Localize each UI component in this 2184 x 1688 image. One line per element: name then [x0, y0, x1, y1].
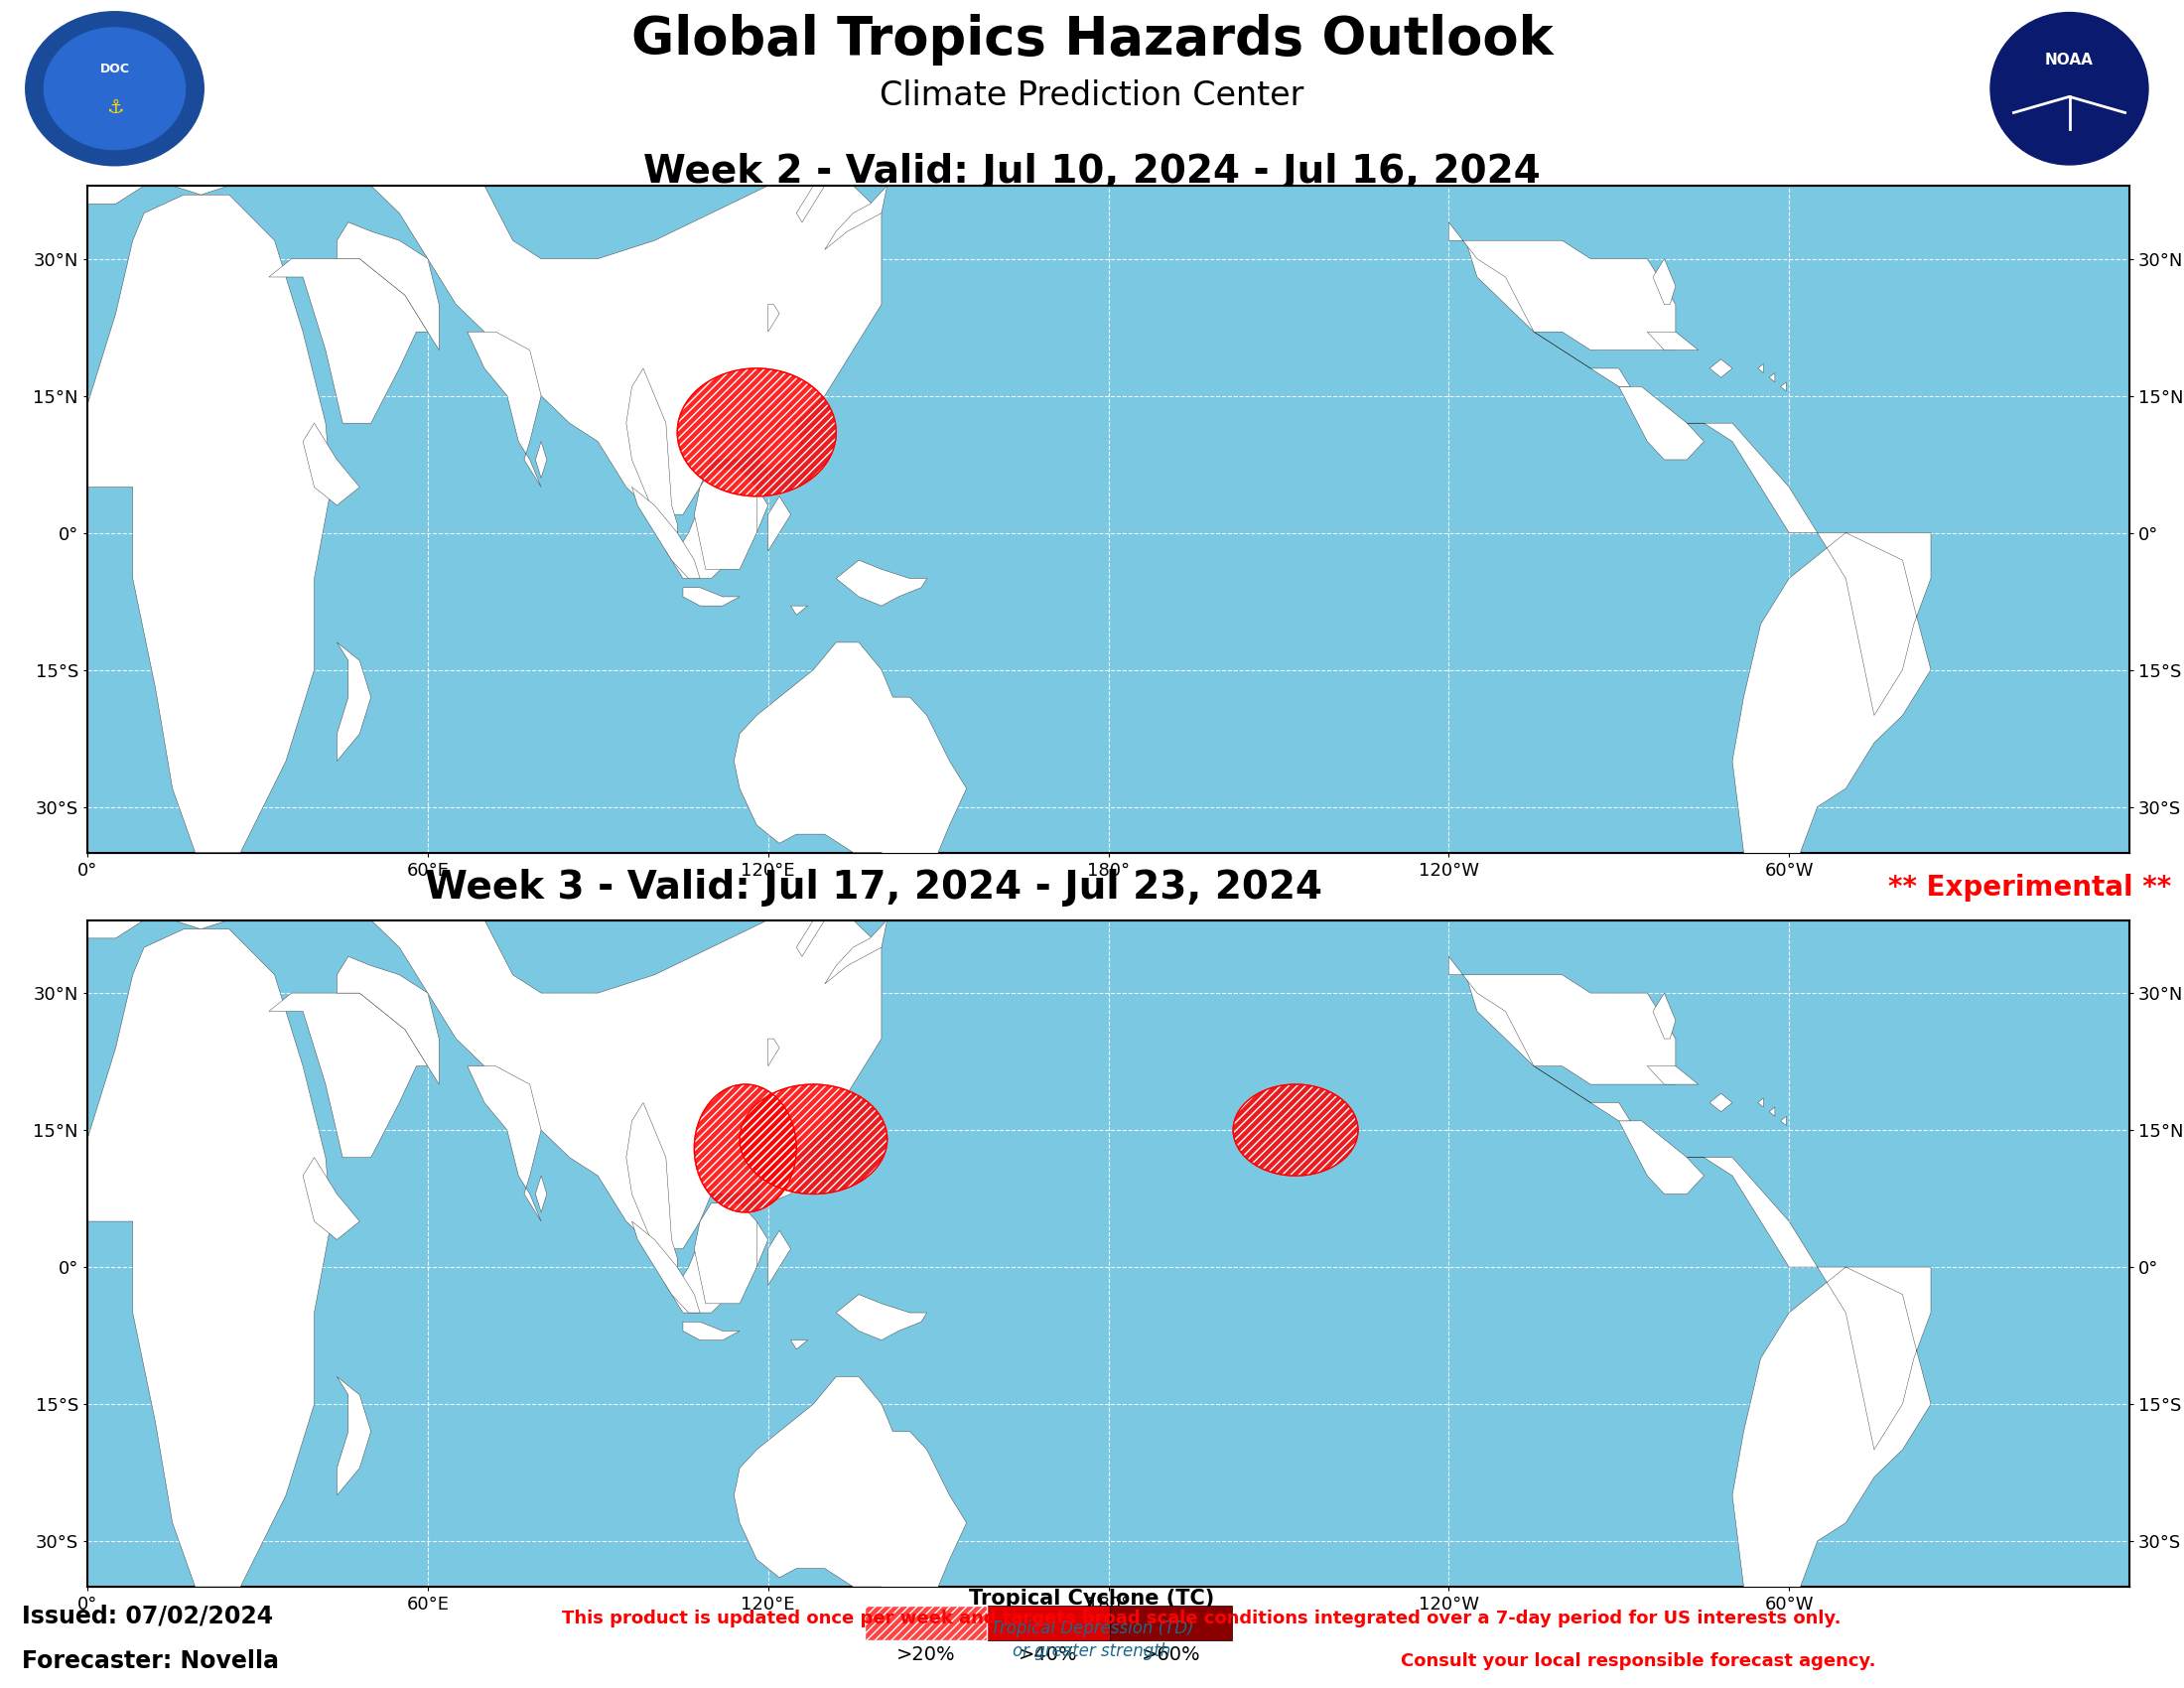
Polygon shape — [882, 122, 911, 159]
Polygon shape — [304, 1158, 360, 1239]
Polygon shape — [797, 920, 826, 957]
Circle shape — [44, 27, 186, 150]
Text: Week 3 - Valid: Jul 17, 2024 - Jul 23, 2024: Week 3 - Valid: Jul 17, 2024 - Jul 23, 2… — [426, 869, 1321, 906]
Polygon shape — [269, 258, 428, 424]
Polygon shape — [836, 560, 926, 606]
Polygon shape — [882, 856, 911, 893]
Polygon shape — [1710, 1094, 1732, 1112]
Text: Consult your local responsible forecast agency.: Consult your local responsible forecast … — [1400, 1653, 1876, 1671]
Polygon shape — [87, 194, 332, 852]
Polygon shape — [756, 405, 802, 469]
Polygon shape — [467, 333, 542, 488]
Text: This product is updated once per week and targets broad scale conditions integra: This product is updated once per week an… — [561, 1609, 1841, 1627]
Polygon shape — [695, 1204, 756, 1303]
Polygon shape — [269, 993, 428, 1158]
Polygon shape — [1769, 1107, 1776, 1116]
Polygon shape — [826, 920, 887, 984]
Text: or greater strength: or greater strength — [1013, 1642, 1171, 1661]
Text: Forecaster: Novella: Forecaster: Novella — [22, 1649, 280, 1673]
Text: >40%: >40% — [1018, 1646, 1079, 1664]
Polygon shape — [695, 469, 756, 569]
Circle shape — [26, 12, 203, 165]
Polygon shape — [1647, 1067, 1699, 1084]
Text: DOC: DOC — [100, 62, 129, 76]
Polygon shape — [1769, 373, 1776, 381]
Polygon shape — [1758, 365, 1762, 373]
Polygon shape — [1618, 1121, 1704, 1193]
Polygon shape — [1653, 258, 1675, 304]
Text: >20%: >20% — [895, 1646, 957, 1664]
Text: Global Tropics Hazards Outlook: Global Tropics Hazards Outlook — [631, 14, 1553, 66]
Polygon shape — [769, 304, 780, 333]
Polygon shape — [1758, 1099, 1762, 1107]
Polygon shape — [1040, 925, 1075, 954]
Polygon shape — [627, 368, 769, 579]
Text: NOAA: NOAA — [2044, 52, 2094, 68]
Polygon shape — [627, 1102, 769, 1313]
Polygon shape — [769, 1231, 791, 1285]
Polygon shape — [1780, 1116, 1787, 1126]
Polygon shape — [336, 643, 371, 761]
Text: ⚓: ⚓ — [107, 98, 122, 116]
Text: ** Experimental **: ** Experimental ** — [1887, 874, 2171, 901]
Polygon shape — [1653, 993, 1675, 1038]
Polygon shape — [797, 186, 826, 223]
Polygon shape — [631, 488, 699, 579]
Polygon shape — [684, 587, 740, 606]
Text: Tropical Cyclone (TC)
Formation Probability: Tropical Cyclone (TC) Formation Probabil… — [965, 1588, 1219, 1632]
Text: Climate Prediction Center: Climate Prediction Center — [880, 79, 1304, 113]
FancyBboxPatch shape — [865, 1605, 987, 1641]
Polygon shape — [1647, 333, 1699, 349]
FancyBboxPatch shape — [1109, 1605, 1232, 1641]
Polygon shape — [87, 3, 258, 204]
Polygon shape — [684, 1322, 740, 1340]
Polygon shape — [791, 1340, 808, 1349]
Polygon shape — [336, 957, 439, 1084]
Text: Issued: 07/02/2024: Issued: 07/02/2024 — [22, 1604, 273, 1629]
Polygon shape — [1675, 424, 1931, 879]
Polygon shape — [826, 186, 887, 250]
Polygon shape — [535, 442, 546, 478]
Polygon shape — [247, 167, 882, 515]
Polygon shape — [1618, 387, 1704, 459]
Polygon shape — [756, 1139, 802, 1204]
Polygon shape — [1234, 1084, 1358, 1177]
Polygon shape — [1675, 1158, 1931, 1614]
Polygon shape — [734, 1377, 968, 1614]
Text: Week 2 - Valid: Jul 10, 2024 - Jul 16, 2024: Week 2 - Valid: Jul 10, 2024 - Jul 16, 2… — [644, 152, 1540, 191]
Polygon shape — [631, 1222, 699, 1313]
Polygon shape — [87, 928, 332, 1587]
Polygon shape — [304, 424, 360, 505]
Polygon shape — [87, 738, 258, 939]
Polygon shape — [677, 368, 836, 496]
Text: >60%: >60% — [1140, 1646, 1201, 1664]
Polygon shape — [336, 223, 439, 349]
Polygon shape — [1465, 974, 1629, 1121]
FancyBboxPatch shape — [987, 1605, 1109, 1641]
Polygon shape — [734, 643, 968, 879]
Polygon shape — [791, 606, 808, 614]
Polygon shape — [1710, 360, 1732, 378]
Polygon shape — [769, 1038, 780, 1067]
Polygon shape — [1448, 223, 1675, 349]
Ellipse shape — [1990, 12, 2149, 165]
Polygon shape — [1040, 1659, 1075, 1688]
Polygon shape — [1448, 957, 1675, 1084]
Text: Tropical Depression (TD): Tropical Depression (TD) — [992, 1619, 1192, 1637]
Polygon shape — [467, 1067, 542, 1222]
Polygon shape — [695, 1084, 797, 1212]
Polygon shape — [1465, 240, 1629, 387]
Polygon shape — [247, 901, 882, 1249]
Polygon shape — [1780, 381, 1787, 392]
Polygon shape — [836, 1295, 926, 1340]
Polygon shape — [740, 1084, 887, 1193]
Polygon shape — [1075, 1605, 1096, 1632]
Polygon shape — [535, 1177, 546, 1212]
Polygon shape — [769, 496, 791, 550]
Polygon shape — [1075, 871, 1096, 898]
Polygon shape — [336, 1377, 371, 1496]
